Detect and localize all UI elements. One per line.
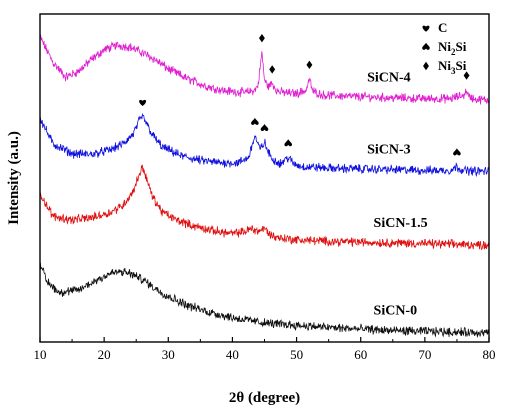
x-axis-label: 2θ (degree) <box>229 390 300 406</box>
peak-marker-spade-4 <box>453 148 461 156</box>
series-line-sicn-1-5 <box>39 164 490 250</box>
legend-label-spade: Ni2Si <box>438 39 467 57</box>
series-line-sicn-4 <box>39 33 490 105</box>
legend-label-diamond: Ni3Si <box>438 58 467 76</box>
y-axis-label: Intensity (a.u.) <box>6 131 22 225</box>
x-tick-label-20: 20 <box>98 347 111 362</box>
peak-marker-diamond-5 <box>258 33 265 43</box>
peak-marker-heart-0 <box>139 99 147 106</box>
legend-symbol-heart <box>422 25 430 32</box>
x-tick-layer: 10 20 30 40 50 60 70 80 <box>34 337 496 362</box>
x-tick-label-10: 10 <box>34 347 47 362</box>
series-label-sicn-3: SiCN-3 <box>367 143 411 158</box>
series-label-sicn-1-5: SiCN-1.5 <box>374 216 428 231</box>
legend-symbol-diamond <box>423 61 429 71</box>
series-label-sicn-4: SiCN-4 <box>367 71 411 86</box>
peak-marker-spade-1 <box>251 117 259 125</box>
peak-marker-spade-2 <box>260 123 269 132</box>
x-tick-label-30: 30 <box>162 347 175 362</box>
peak-marker-diamond-8 <box>463 71 470 80</box>
plot-frame <box>39 13 490 343</box>
legend-symbol-spade <box>422 42 430 50</box>
x-tick-label-70: 70 <box>418 347 431 362</box>
x-tick-label-40: 40 <box>226 347 239 362</box>
x-tick-label-60: 60 <box>354 347 367 362</box>
x-tick-label-80: 80 <box>483 347 496 362</box>
peak-marker-layer <box>139 33 470 156</box>
peak-marker-diamond-7 <box>306 60 313 70</box>
series-label-sicn-0: SiCN-0 <box>374 303 418 318</box>
series-layer <box>39 33 490 339</box>
peak-marker-diamond-6 <box>269 65 276 74</box>
series-label-layer: SiCN-4 SiCN-3 SiCN-1.5 SiCN-0 <box>367 71 427 319</box>
peak-marker-spade-3 <box>284 139 293 147</box>
series-line-sicn-3 <box>39 112 490 178</box>
series-line-sicn-0 <box>39 261 490 339</box>
legend-label-heart: C <box>438 20 447 35</box>
x-tick-label-50: 50 <box>290 347 303 362</box>
